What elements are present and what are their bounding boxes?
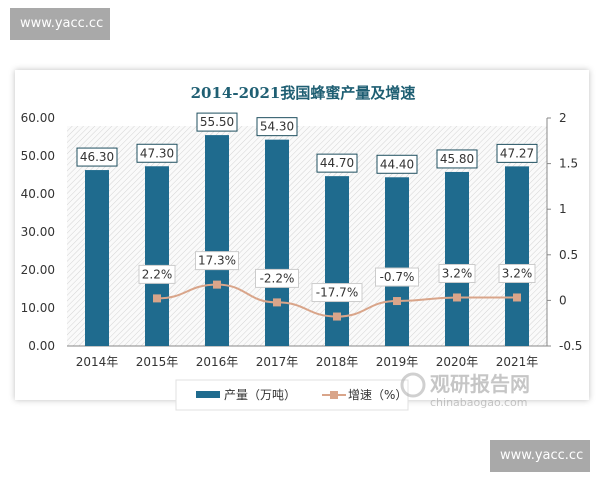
- x-tick: 2019年: [376, 355, 419, 369]
- bar-label-box: [256, 117, 298, 137]
- growth-marker-2018年: [333, 312, 341, 321]
- growth-label: 3.2%: [502, 266, 533, 280]
- watermark-bottom: www.yacc.cc: [490, 440, 590, 472]
- bar-label-box: [496, 143, 538, 163]
- growth-marker-2015年: [153, 294, 161, 303]
- x-tick: 2020年: [436, 355, 479, 369]
- growth-label: -0.7%: [380, 270, 415, 284]
- bar-label-box: [196, 112, 238, 132]
- growth-marker-2016年: [213, 280, 221, 289]
- y-left-tick: 20.00: [21, 263, 55, 277]
- logo-en: chinabaogao.com: [430, 396, 528, 409]
- growth-marker-2021年: [513, 293, 521, 302]
- bar-label: 47.27: [500, 146, 534, 160]
- growth-label-box: [138, 264, 176, 284]
- growth-label-box: [255, 268, 299, 288]
- x-tick: 2015年: [136, 355, 179, 369]
- legend-line-marker: [330, 391, 338, 399]
- growth-label-box: [498, 263, 536, 283]
- legend-bar-label: 产量（万吨）: [224, 388, 296, 402]
- growth-label-box: [438, 263, 476, 283]
- chart-title: 2014-2021我国蜂蜜产量及增速: [191, 84, 416, 102]
- growth-marker-2020年: [453, 293, 461, 302]
- bar-2021年: [505, 166, 529, 346]
- watermark-top: www.yacc.cc: [10, 8, 110, 40]
- growth-label: 3.2%: [442, 266, 473, 280]
- legend: 产量（万吨） 增速（%）: [175, 379, 409, 411]
- x-tick: 2021年: [496, 355, 539, 369]
- bar-2014年: [85, 170, 109, 346]
- bar-2017年: [265, 139, 289, 346]
- y-right-tick: 1: [559, 202, 567, 216]
- bar-2019年: [385, 177, 409, 346]
- y-right-tick: 1.5: [559, 157, 578, 171]
- bar-label: 47.30: [140, 146, 174, 160]
- bar-label: 54.30: [260, 120, 294, 134]
- growth-label: -2.2%: [260, 271, 295, 285]
- x-tick: 2014年: [76, 355, 119, 369]
- growth-label: -17.7%: [316, 286, 358, 300]
- bar-label-box: [76, 147, 118, 167]
- x-tick: 2018年: [316, 355, 359, 369]
- y-left-tick: 50.00: [21, 149, 55, 163]
- y-right-tick: 2: [559, 111, 567, 125]
- y-left-tick: 40.00: [21, 187, 55, 201]
- bar-2015年: [145, 166, 169, 346]
- y-right-tick: -0.5: [559, 339, 582, 353]
- y-left-tick: 30.00: [21, 225, 55, 239]
- bar-label: 46.30: [80, 150, 114, 164]
- growth-label-box: [375, 267, 419, 287]
- x-tick: 2017年: [256, 355, 299, 369]
- growth-marker-2019年: [393, 297, 401, 306]
- bar-label: 44.40: [380, 157, 414, 171]
- bar-label-box: [436, 149, 478, 169]
- bar-label: 55.50: [200, 115, 234, 129]
- bar-label: 45.80: [440, 152, 474, 166]
- bar-2016年: [205, 135, 229, 346]
- growth-marker-2017年: [273, 298, 281, 307]
- growth-label: 2.2%: [142, 267, 173, 281]
- growth-label: 17.3%: [198, 254, 236, 268]
- bar-2020年: [445, 171, 469, 346]
- logo-cn: 观研报告网: [430, 372, 530, 396]
- growth-label-box: [311, 283, 363, 303]
- y-right-tick: 0.5: [559, 248, 578, 262]
- bar-label-box: [376, 154, 418, 174]
- logo-watermark: 观研报告网 chinabaogao.com: [400, 372, 530, 409]
- y-left-tick: 60.00: [21, 111, 55, 125]
- y-left-tick: 10.00: [21, 301, 55, 315]
- bar-label-box: [136, 143, 178, 163]
- bar-label-box: [316, 153, 358, 173]
- legend-line-label: 增速（%）: [348, 388, 407, 402]
- y-right-tick: 0: [559, 293, 567, 307]
- bar-label: 44.70: [320, 156, 354, 170]
- y-left-tick: 0.00: [28, 339, 55, 353]
- x-tick: 2016年: [196, 355, 239, 369]
- growth-label-box: [195, 251, 239, 271]
- legend-bar-swatch: [196, 391, 220, 398]
